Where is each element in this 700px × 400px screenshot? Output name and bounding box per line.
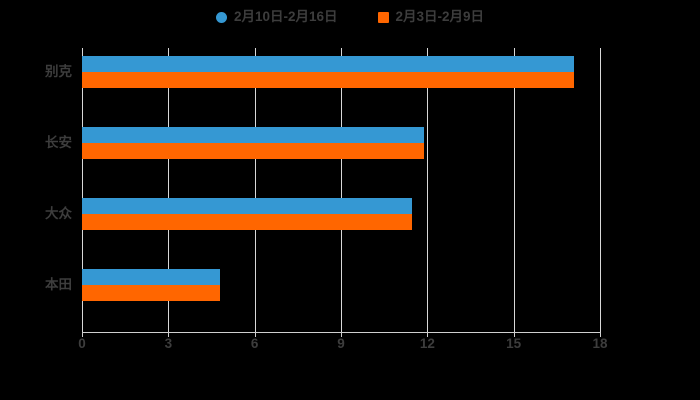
gridline-3 [168, 48, 170, 332]
x-tick-label-6: 6 [250, 336, 259, 351]
x-tick-label-18: 18 [592, 336, 608, 351]
category-label-3: 本田 [45, 276, 72, 292]
x-tick-9 [341, 332, 342, 337]
plot-area [82, 48, 600, 332]
legend-marker-square-icon [377, 11, 389, 23]
bar-series-1-cat-0[interactable] [82, 71, 575, 88]
bar-series-0-cat-2[interactable] [82, 197, 412, 214]
bar-series-0-cat-3[interactable] [82, 268, 221, 285]
x-tick-12 [427, 332, 429, 337]
bar-series-0-cat-0[interactable] [82, 55, 575, 72]
gridline-18 [600, 48, 601, 332]
bar-series-1-cat-2[interactable] [82, 213, 412, 230]
category-label-1: 长安 [45, 134, 72, 150]
x-tick-15 [513, 332, 515, 337]
x-tick-6 [254, 332, 256, 337]
x-tick-label-15: 15 [506, 336, 522, 351]
category-label-0: 别克 [45, 63, 72, 79]
gridline-12 [427, 48, 429, 332]
x-tick-18 [600, 332, 601, 337]
bar-series-1-cat-3[interactable] [82, 284, 221, 301]
x-tick-label-9: 9 [337, 336, 345, 351]
category-label-2: 大众 [45, 205, 72, 221]
x-tick-0 [82, 332, 83, 337]
gridline-0 [82, 48, 83, 332]
chart-legend: 2月10日-2月16日 2月3日-2月9日 [0, 6, 700, 28]
bar-series-1-cat-1[interactable] [82, 142, 425, 159]
x-tick-3 [168, 332, 170, 337]
gridline-15 [513, 48, 515, 332]
legend-marker-circle-icon [215, 11, 227, 23]
legend-item-series-1[interactable]: 2月3日-2月9日 [377, 9, 485, 25]
x-tick-label-3: 3 [164, 336, 173, 351]
x-tick-label-12: 12 [419, 336, 435, 351]
x-tick-label-0: 0 [78, 336, 86, 351]
legend-label-series-0: 2月10日-2月16日 [233, 9, 338, 25]
gridline-6 [254, 48, 256, 332]
gridline-9 [341, 48, 342, 332]
legend-item-series-0[interactable]: 2月10日-2月16日 [215, 9, 338, 25]
bar-series-0-cat-1[interactable] [82, 126, 425, 143]
legend-label-series-1: 2月3日-2月9日 [395, 9, 485, 25]
